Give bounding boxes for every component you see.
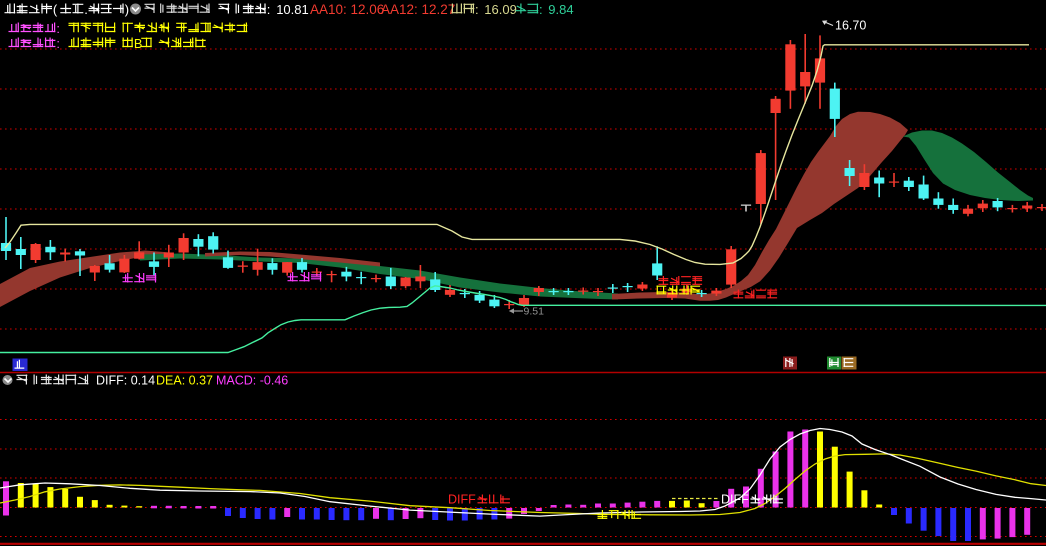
svg-text:B: B (134, 36, 143, 51)
svg-text:(: ( (53, 2, 58, 17)
svg-text:): ) (125, 2, 129, 17)
svg-text:9.51: 9.51 (524, 306, 545, 318)
svg-text:MACD: -0.46: MACD: -0.46 (216, 374, 288, 388)
svg-text:9.84: 9.84 (548, 2, 573, 17)
svg-text::: : (539, 2, 543, 17)
svg-text:10.81: 10.81 (276, 2, 309, 17)
svg-text::: : (267, 2, 271, 17)
svg-text:AA12: 12.27: AA12: 12.27 (381, 2, 455, 17)
svg-text:16.70: 16.70 (835, 19, 866, 33)
svg-text::: : (56, 21, 60, 36)
svg-text:DIFF: DIFF (448, 493, 476, 507)
svg-text::: : (56, 36, 60, 51)
svg-text:DEA: 0.37: DEA: 0.37 (156, 374, 213, 388)
svg-text:DIFF: DIFF (721, 493, 749, 507)
svg-text::: : (475, 2, 479, 17)
svg-text:AA10: 12.06: AA10: 12.06 (310, 2, 384, 17)
svg-text:16.09: 16.09 (484, 2, 517, 17)
svg-text:DIFF: 0.14: DIFF: 0.14 (96, 374, 155, 388)
svg-text:.: . (84, 2, 88, 17)
